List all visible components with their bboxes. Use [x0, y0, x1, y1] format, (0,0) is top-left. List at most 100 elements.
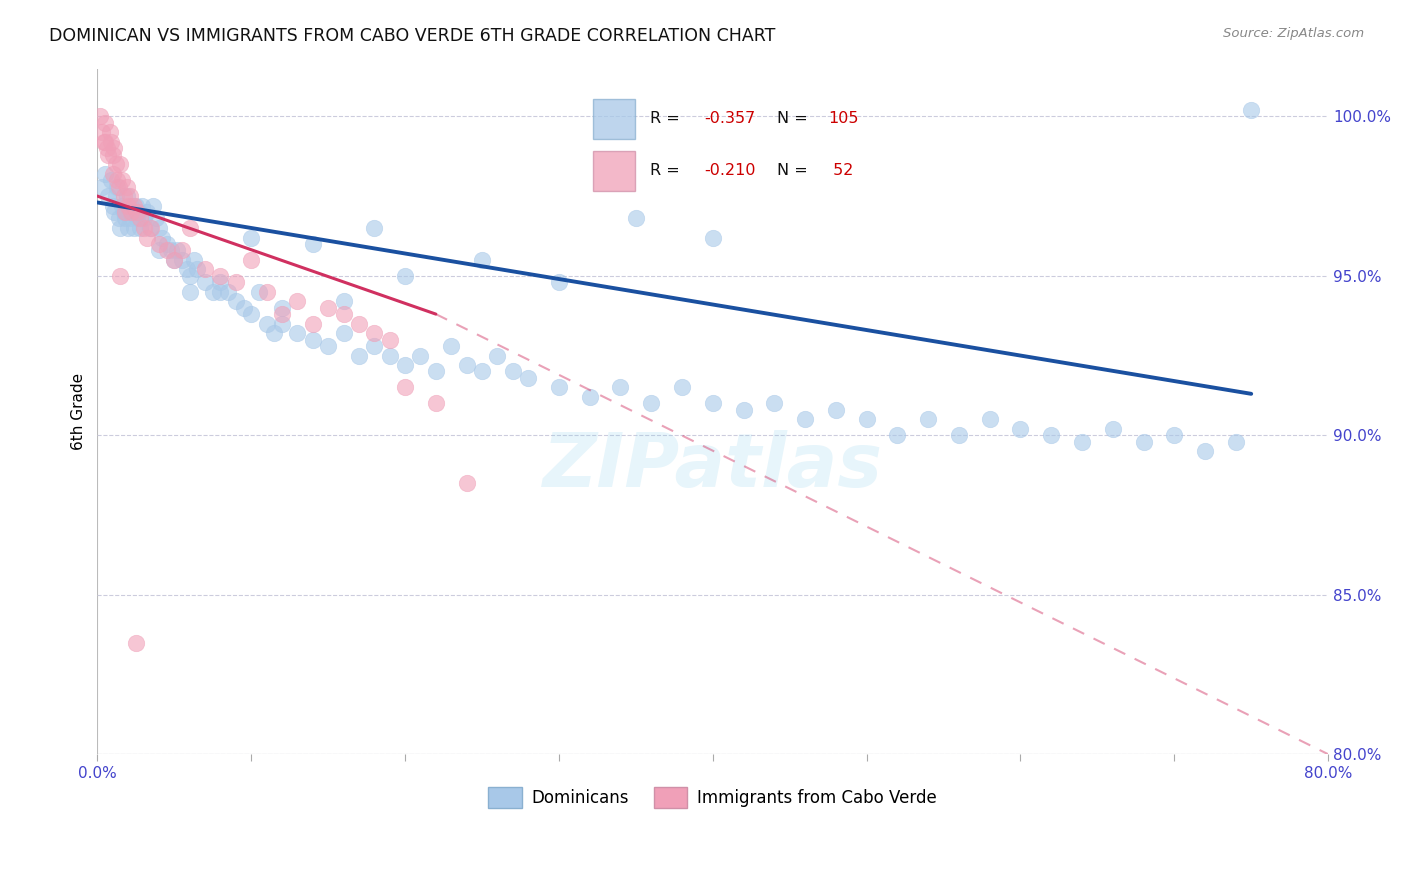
Point [97, 147, 120, 161]
Point [548, 380, 571, 394]
Point [347, 317, 370, 331]
Bar [592, 151, 636, 191]
Text: DOMINICAN VS IMMIGRANTS FROM CABO VERDE 6TH GRADE CORRELATION CHART: DOMINICAN VS IMMIGRANTS FROM CABO VERDE … [49, 27, 776, 45]
Point [640, 396, 662, 410]
Point [97, 189, 120, 203]
Point [103, 141, 125, 155]
Point [471, 252, 494, 267]
Point [440, 339, 463, 353]
Point [1194, 444, 1216, 458]
Point [115, 189, 138, 203]
Point [271, 317, 294, 331]
Point [363, 339, 385, 353]
Point [409, 349, 432, 363]
Point [1040, 428, 1063, 442]
Point [671, 380, 693, 394]
Point [316, 301, 339, 315]
Point [94, 167, 117, 181]
Point [166, 244, 188, 258]
Point [517, 371, 540, 385]
Legend: Dominicans, Immigrants from Cabo Verde: Dominicans, Immigrants from Cabo Verde [482, 780, 943, 814]
Point [94, 116, 117, 130]
Point [456, 358, 478, 372]
Point [91, 125, 114, 139]
Point [886, 428, 908, 442]
Point [301, 236, 323, 251]
Point [127, 211, 149, 226]
Point [271, 301, 294, 315]
Point [142, 199, 165, 213]
Point [425, 364, 447, 378]
Point [138, 221, 160, 235]
Point [117, 199, 139, 213]
Point [103, 205, 125, 219]
Point [209, 275, 232, 289]
Point [332, 294, 354, 309]
Point [917, 412, 939, 426]
Point [179, 221, 201, 235]
Point [578, 390, 600, 404]
Point [98, 125, 121, 139]
Point [378, 349, 401, 363]
Point [170, 244, 193, 258]
Point [855, 412, 877, 426]
Point [256, 317, 278, 331]
Point [201, 285, 224, 299]
Point [209, 285, 232, 299]
Point [1010, 422, 1032, 436]
Point [110, 268, 132, 283]
Point [232, 301, 254, 315]
Point [100, 135, 122, 149]
Point [94, 135, 117, 149]
Point [111, 173, 134, 187]
Point [332, 326, 354, 341]
Point [93, 135, 115, 149]
Point [135, 230, 157, 244]
Point [247, 285, 270, 299]
Point [117, 205, 139, 219]
Point [624, 211, 647, 226]
Point [194, 262, 217, 277]
Point [127, 205, 149, 219]
Point [186, 262, 208, 277]
Point [125, 635, 148, 649]
Point [363, 326, 385, 341]
Point [105, 173, 128, 187]
Point [316, 339, 339, 353]
Point [486, 349, 509, 363]
Point [155, 236, 177, 251]
Point [114, 211, 136, 226]
Point [271, 307, 294, 321]
Point [148, 236, 170, 251]
Point [225, 275, 247, 289]
Text: 52: 52 [828, 162, 853, 178]
Point [378, 333, 401, 347]
Text: -0.210: -0.210 [704, 162, 756, 178]
Point [263, 326, 285, 341]
Point [548, 275, 571, 289]
Point [256, 285, 278, 299]
Point [141, 221, 163, 235]
Point [131, 199, 153, 213]
Point [96, 141, 118, 155]
Point [110, 157, 132, 171]
Point [155, 244, 177, 258]
Point [702, 396, 724, 410]
Text: ZIPatlas: ZIPatlas [543, 430, 883, 503]
Text: R =: R = [650, 162, 685, 178]
Point [347, 349, 370, 363]
Point [105, 179, 128, 194]
Point [124, 221, 146, 235]
Text: Source: ZipAtlas.com: Source: ZipAtlas.com [1223, 27, 1364, 40]
Point [104, 189, 127, 203]
Point [112, 189, 135, 203]
Point [145, 211, 167, 226]
Point [394, 358, 416, 372]
Point [979, 412, 1001, 426]
Point [120, 205, 142, 219]
Point [118, 211, 141, 226]
Point [117, 221, 139, 235]
Point [471, 364, 494, 378]
Point [101, 147, 124, 161]
Point [148, 244, 170, 258]
